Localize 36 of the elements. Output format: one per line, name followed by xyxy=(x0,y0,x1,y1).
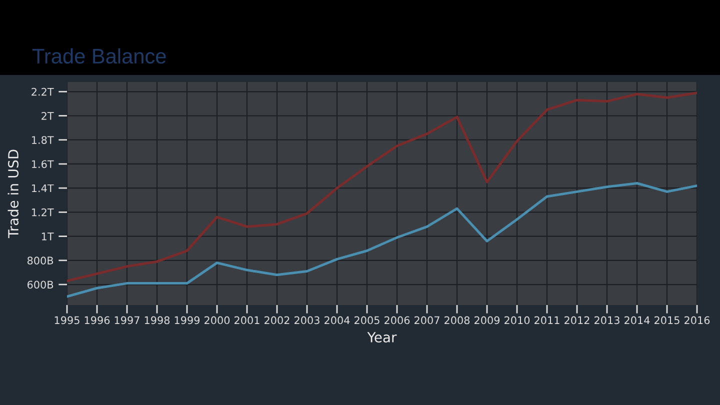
x-tick-label: 2015 xyxy=(654,316,680,324)
x-tick-label: 2008 xyxy=(444,316,470,324)
line-series xyxy=(67,182,697,298)
x-tick-label: 1999 xyxy=(174,316,200,324)
line-series xyxy=(67,92,697,282)
x-tick-label: 2010 xyxy=(504,316,530,324)
x-tick-label: 1997 xyxy=(114,316,140,324)
x-tick-label: 2014 xyxy=(624,316,650,324)
y-tick-label: 1.2T xyxy=(32,208,54,216)
x-tick-label: 2003 xyxy=(294,316,320,324)
x-tick-label: 1996 xyxy=(84,316,110,324)
y-axis-title: Trade in USD xyxy=(8,150,19,238)
x-tick-label: 1998 xyxy=(144,316,170,324)
x-tick-label: 2005 xyxy=(354,316,380,324)
x-tick-label: 2007 xyxy=(414,316,440,324)
y-tick-label: 1.6T xyxy=(32,160,54,168)
y-tick-label: 600B xyxy=(28,280,54,289)
x-tick-label: 2012 xyxy=(564,316,590,324)
y-tick-label: 2.2T xyxy=(32,88,54,96)
x-tick-label: 2016 xyxy=(684,316,710,324)
x-tick-label: 2002 xyxy=(264,316,290,324)
x-tick-label: 2009 xyxy=(474,316,500,324)
y-tick-label: 2T xyxy=(42,112,54,120)
y-tick-label: 1.4T xyxy=(32,184,54,192)
y-tick-label: 1.8T xyxy=(32,136,54,144)
x-tick-label: 2000 xyxy=(204,316,230,324)
y-tick-label: 1T xyxy=(42,232,54,240)
chart-title: Trade Balance xyxy=(32,48,166,64)
x-tick-label: 2006 xyxy=(384,316,410,324)
x-tick-label: 2004 xyxy=(324,316,350,324)
x-axis-title: Year xyxy=(367,332,397,342)
x-tick-label: 2011 xyxy=(534,316,560,324)
x-tick-label: 1995 xyxy=(54,316,80,324)
x-tick-label: 2001 xyxy=(234,316,260,324)
x-tick-label: 2013 xyxy=(594,316,620,324)
y-tick-label: 800B xyxy=(27,256,54,265)
